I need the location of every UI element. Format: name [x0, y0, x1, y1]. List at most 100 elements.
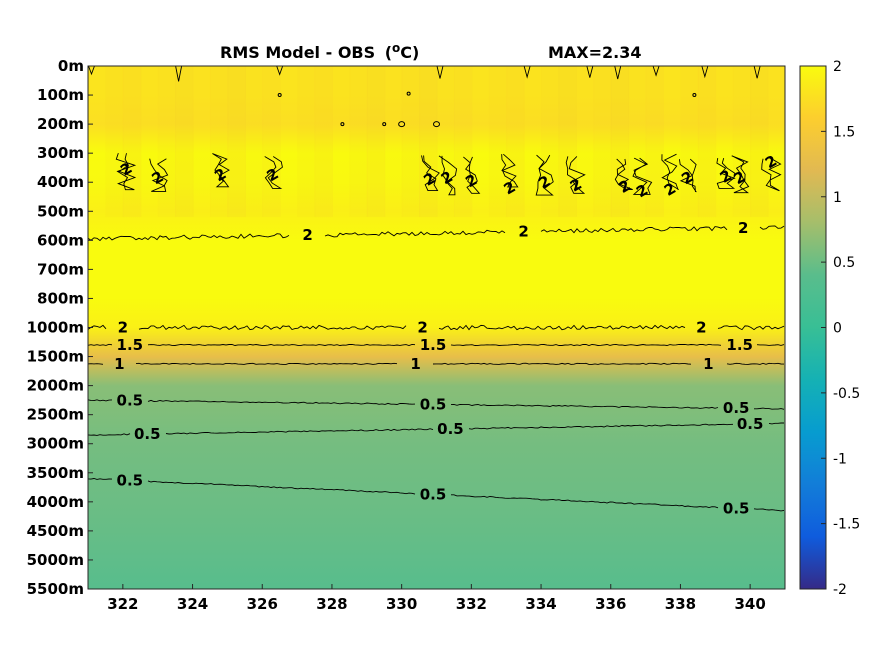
field-streak — [157, 66, 177, 218]
field-streak — [105, 66, 124, 218]
contour-label: 2 — [118, 319, 128, 337]
x-tick-label: 334 — [525, 595, 556, 613]
contour-label: 2 — [302, 226, 312, 244]
y-tick-label: 200m — [37, 115, 84, 133]
contour-loop — [463, 156, 481, 194]
y-tick-label: 5500m — [27, 580, 84, 598]
contour-loop — [264, 156, 283, 189]
contour-line — [88, 343, 785, 346]
contour-line — [88, 422, 784, 436]
field-streak — [697, 66, 717, 218]
field-streak — [332, 66, 350, 217]
contour-label: 1.5 — [420, 336, 447, 354]
y-tick-label: 3000m — [27, 435, 84, 453]
field-streak — [419, 66, 438, 218]
field-streak — [366, 66, 386, 218]
contour-spike — [523, 66, 531, 79]
contour-label: 2 — [696, 319, 706, 337]
field-streak — [193, 66, 211, 217]
contour-label: 0.5 — [117, 472, 144, 490]
colorbar-tick-label: -1 — [833, 451, 847, 467]
field-streak — [558, 66, 577, 218]
contour-dot — [433, 121, 440, 128]
field-streak — [593, 66, 612, 218]
field-streak — [280, 66, 298, 217]
field-streak — [227, 66, 246, 218]
x-tick-label: 326 — [247, 595, 278, 613]
contour-spike — [586, 66, 594, 78]
contour-label: 0.5 — [723, 499, 750, 517]
contour-spike — [652, 66, 660, 77]
contour-spike — [88, 66, 95, 76]
contour-lines — [88, 66, 785, 512]
colorbar-tick-label: 1.5 — [833, 124, 855, 140]
contour-loop — [212, 153, 230, 188]
field-streak — [209, 66, 229, 218]
contour-loop — [661, 153, 679, 190]
y-tick-label: 4500m — [27, 522, 84, 540]
contour-loop — [501, 153, 519, 188]
contour-loop — [535, 154, 554, 196]
field-streaks — [105, 66, 786, 218]
contour-spike — [436, 66, 444, 79]
field-streak — [401, 66, 421, 218]
field-streak — [122, 66, 142, 218]
x-tick-label: 336 — [595, 595, 626, 613]
contour-label: 1 — [410, 355, 420, 373]
chart-title-unit-prefix: ( — [385, 43, 392, 62]
field-streak — [453, 66, 473, 218]
field-streak — [524, 66, 542, 217]
y-tick-label: 0m — [58, 57, 84, 75]
contour-dot — [406, 91, 411, 96]
field-streak — [750, 66, 769, 218]
contour-dot — [382, 122, 387, 127]
field-streak — [732, 66, 752, 218]
contour-label: 0.5 — [723, 399, 750, 417]
x-tick-label: 324 — [177, 595, 208, 613]
chart-title-text: RMS Model - OBS — [220, 43, 375, 62]
x-tick-label: 332 — [456, 595, 487, 613]
contour-label: 0.5 — [437, 420, 464, 438]
y-tick-label: 4000m — [27, 493, 84, 511]
field-streak — [314, 66, 333, 218]
field-streak — [645, 66, 665, 218]
contour-label: 1 — [114, 355, 124, 373]
contour-loop — [761, 158, 782, 192]
contour-loop — [149, 158, 169, 192]
contour-dot — [340, 122, 345, 127]
plot-frame — [87, 65, 786, 590]
x-tick-label: 322 — [107, 595, 138, 613]
y-tick-label: 2500m — [27, 406, 84, 424]
colorbar-tick-label: 1 — [833, 190, 842, 206]
field-streak — [262, 66, 281, 218]
contour-loop — [632, 157, 653, 195]
y-tick-label: 100m — [37, 86, 84, 104]
x-tick-label: 330 — [386, 595, 417, 613]
y-tick-label: 5000m — [27, 551, 84, 569]
contour-line — [88, 225, 785, 242]
y-tick-label: 1500m — [27, 348, 84, 366]
contour-line — [88, 324, 785, 331]
contour-loop — [421, 155, 440, 191]
y-tick-label: 700m — [37, 260, 84, 278]
field-streak — [541, 66, 560, 218]
colorbar-tick-label: 0 — [833, 321, 842, 337]
field-streak — [768, 66, 786, 217]
chart-title-unit-suffix: C) — [400, 43, 419, 62]
contour-line — [88, 478, 785, 512]
contour-spike — [276, 66, 284, 76]
x-tick-label: 328 — [316, 595, 347, 613]
colorbar-tick-label: 2 — [833, 59, 842, 75]
contour-loop — [678, 158, 697, 193]
field-streak — [715, 66, 733, 217]
plot-area: 2 2 22 2 21.5 1.5 1.51 1 10.5 0.5 0.50.5 0.5 0.50.50… — [88, 66, 786, 589]
field-streak — [175, 66, 194, 218]
contour-spike — [614, 66, 622, 80]
field-streak — [576, 66, 594, 217]
field-streak — [297, 66, 316, 218]
x-axis: 322 324 326 328 330 332 334 336 338 340 — [107, 584, 766, 613]
contour-loop — [614, 158, 633, 190]
contour-label: 0.5 — [117, 392, 144, 410]
contour-label: 1 — [703, 355, 713, 373]
contour-loop — [716, 157, 736, 189]
